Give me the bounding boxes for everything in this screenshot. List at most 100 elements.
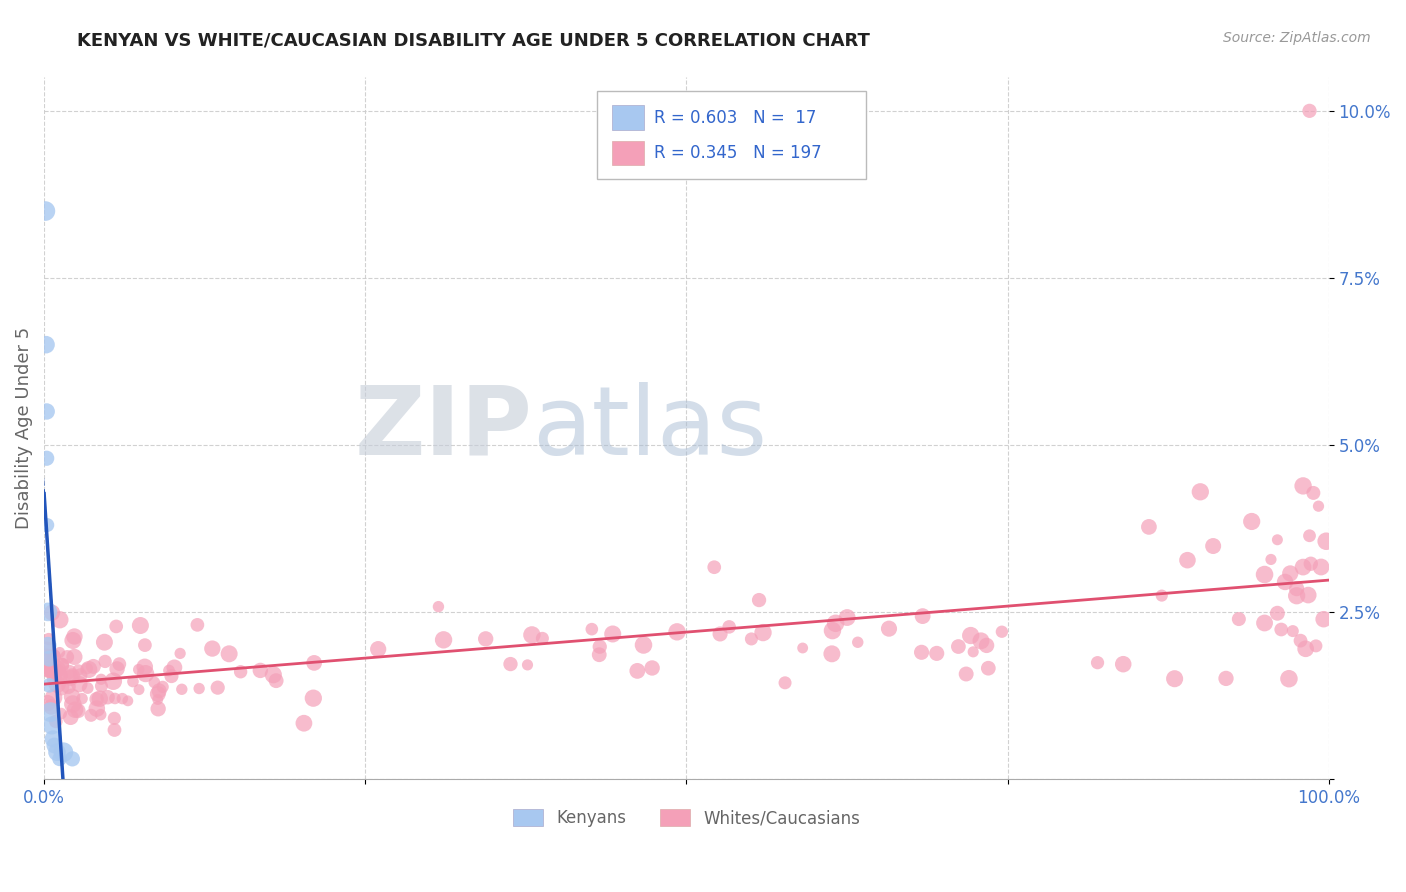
- Point: [1189, 484, 1212, 499]
- Point: [877, 622, 900, 636]
- Point: [264, 673, 287, 688]
- Point: [42, 690, 65, 705]
- Point: [1285, 589, 1308, 603]
- FancyBboxPatch shape: [596, 92, 866, 179]
- Point: [94, 655, 117, 669]
- Point: [48, 752, 70, 766]
- Point: [104, 691, 127, 706]
- Point: [146, 692, 169, 706]
- Point: [948, 640, 970, 654]
- Point: [35, 647, 58, 661]
- Point: [474, 632, 496, 646]
- Point: [581, 622, 603, 636]
- Point: [105, 619, 128, 633]
- Point: [1274, 574, 1296, 589]
- Point: [45, 665, 67, 679]
- Point: [35, 641, 58, 656]
- Point: [39, 699, 62, 714]
- Point: [520, 628, 543, 642]
- Point: [1253, 567, 1275, 582]
- Point: [93, 635, 115, 649]
- Point: [77, 663, 100, 677]
- Point: [1296, 588, 1319, 602]
- Point: [41, 606, 63, 620]
- Text: R = 0.603   N =  17: R = 0.603 N = 17: [654, 109, 817, 128]
- Text: KENYAN VS WHITE/CAUCASIAN DISABILITY AGE UNDER 5 CORRELATION CHART: KENYAN VS WHITE/CAUCASIAN DISABILITY AGE…: [77, 31, 870, 49]
- Point: [60, 752, 83, 766]
- Point: [1202, 539, 1225, 553]
- Point: [821, 647, 844, 661]
- Point: [1292, 479, 1315, 493]
- Point: [792, 640, 814, 655]
- Point: [1177, 553, 1199, 567]
- Point: [1279, 566, 1302, 581]
- Point: [122, 674, 145, 689]
- Point: [752, 625, 775, 640]
- Point: [46, 677, 69, 691]
- Point: [103, 723, 125, 737]
- Point: [67, 663, 90, 677]
- Point: [148, 683, 170, 698]
- Point: [80, 708, 103, 723]
- Point: [1112, 657, 1135, 672]
- Point: [1253, 615, 1275, 630]
- Point: [56, 650, 79, 665]
- Point: [51, 706, 73, 721]
- Point: [633, 638, 655, 652]
- Point: [1312, 612, 1334, 626]
- Point: [160, 669, 183, 683]
- Point: [67, 704, 90, 718]
- Point: [602, 627, 624, 641]
- Point: [51, 681, 73, 695]
- Point: [49, 613, 72, 627]
- Point: [52, 745, 75, 759]
- Point: [218, 647, 240, 661]
- Point: [1240, 515, 1263, 529]
- Point: [1150, 589, 1173, 603]
- Point: [48, 645, 70, 659]
- Point: [59, 710, 82, 724]
- Point: [46, 745, 69, 759]
- Point: [837, 610, 859, 624]
- Point: [821, 624, 844, 638]
- Point: [37, 605, 59, 619]
- Point: [302, 691, 325, 706]
- Point: [111, 691, 134, 706]
- Point: [62, 697, 84, 711]
- Point: [709, 627, 731, 641]
- Point: [169, 647, 191, 661]
- Point: [146, 702, 169, 716]
- Point: [588, 648, 610, 662]
- Point: [44, 673, 66, 687]
- Point: [82, 659, 104, 673]
- Point: [703, 560, 725, 574]
- Point: [748, 593, 770, 607]
- Point: [910, 645, 932, 659]
- Point: [1260, 552, 1282, 566]
- Point: [42, 649, 65, 664]
- Point: [63, 630, 86, 644]
- Point: [58, 665, 80, 679]
- Point: [718, 620, 741, 634]
- Point: [60, 690, 83, 704]
- Point: [108, 657, 131, 671]
- Point: [1298, 103, 1320, 118]
- Point: [249, 664, 271, 678]
- Point: [1227, 612, 1250, 626]
- Point: [76, 681, 98, 695]
- Point: [170, 682, 193, 697]
- Point: [51, 657, 73, 672]
- Point: [740, 632, 762, 646]
- Point: [58, 680, 80, 694]
- Point: [42, 649, 65, 664]
- Point: [41, 718, 63, 732]
- Point: [48, 666, 70, 681]
- Point: [49, 658, 72, 673]
- Point: [1310, 560, 1333, 574]
- Point: [60, 669, 83, 683]
- Point: [1292, 560, 1315, 574]
- Point: [128, 682, 150, 697]
- Point: [135, 666, 157, 681]
- Point: [128, 663, 150, 677]
- Point: [35, 404, 58, 418]
